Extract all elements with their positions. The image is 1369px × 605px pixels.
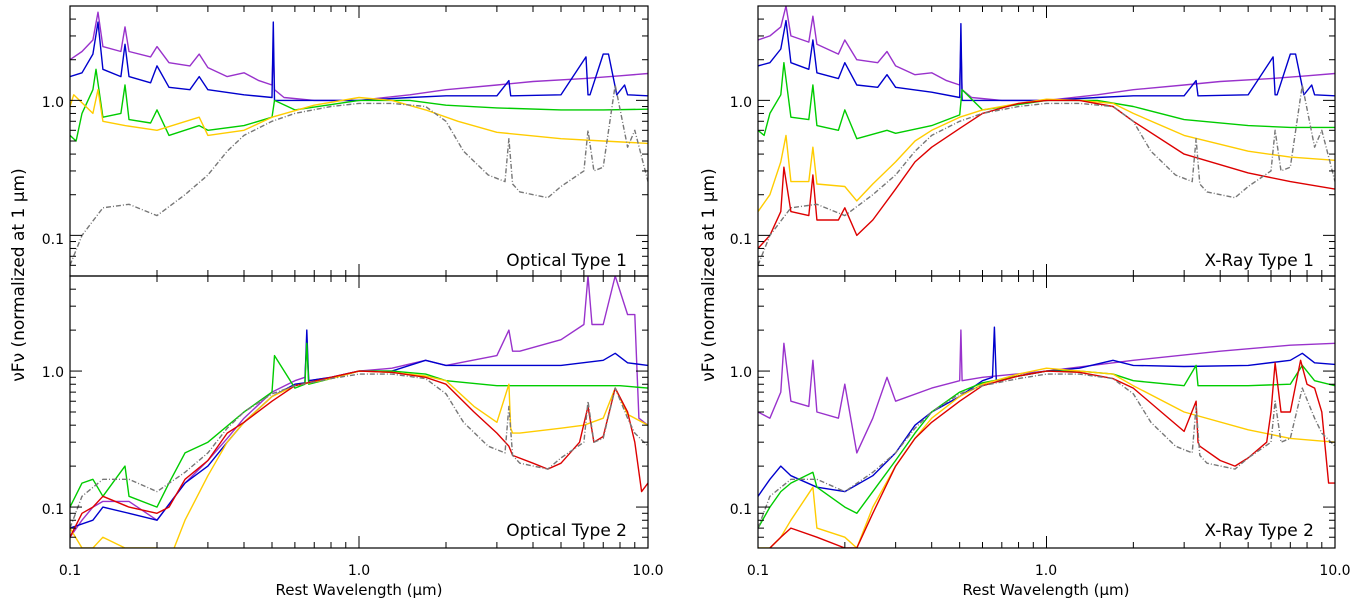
- ylabel-left: νFν (normalized at 1 μm): [9, 168, 29, 381]
- panel: [69, 275, 649, 549]
- x-tick-label: 1.0: [348, 563, 370, 579]
- panel: [69, 5, 649, 277]
- series-line-red: [70, 370, 648, 538]
- series-line-blue: [70, 21, 648, 102]
- series-line-red: [758, 99, 1335, 249]
- x-tick-label: 0.1: [747, 563, 769, 579]
- y-tick-label: 1.0: [730, 365, 752, 381]
- y-tick-label: 1.0: [730, 95, 752, 111]
- series-line-green: [758, 62, 1335, 140]
- series-line-yellow: [758, 367, 1335, 548]
- y-tick-label: 1.0: [42, 365, 64, 381]
- series-line-gray: [70, 373, 648, 529]
- series-line-yellow: [70, 88, 648, 145]
- y-tick-label: 0.1: [730, 502, 752, 518]
- x-tick-label: 10.0: [632, 563, 663, 579]
- y-tick-label: 0.1: [42, 502, 64, 518]
- panel-title: Optical Type 1: [506, 251, 627, 271]
- y-tick-label: 0.1: [730, 232, 752, 248]
- series-line-yellow: [758, 98, 1335, 213]
- series-line-gray: [758, 84, 1335, 266]
- series-line-gray: [70, 84, 648, 266]
- ylabel-right: νFν (normalized at 1 μm): [699, 168, 719, 381]
- panel: [757, 5, 1336, 277]
- xlabel-right: Rest Wavelength (μm): [962, 581, 1129, 599]
- x-tick-label: 1.0: [1035, 563, 1057, 579]
- series-line-green: [758, 364, 1335, 529]
- series-line-blue: [70, 329, 648, 529]
- series-line-green: [70, 68, 648, 142]
- series-line-gray: [758, 373, 1335, 529]
- x-tick-label: 10.0: [1319, 563, 1350, 579]
- series-line-green: [70, 342, 648, 508]
- panel-title: Optical Type 2: [506, 521, 627, 541]
- panel: [757, 275, 1336, 549]
- panel-title: X-Ray Type 2: [1204, 521, 1314, 541]
- y-tick-label: 1.0: [42, 95, 64, 111]
- xlabel-left: Rest Wavelength (μm): [275, 581, 442, 599]
- series-line-blue: [758, 326, 1335, 497]
- series-line-purple: [758, 6, 1335, 102]
- series-line-purple: [70, 11, 648, 102]
- panel-frame: [757, 5, 1336, 277]
- series-line-red: [768, 359, 1335, 548]
- x-tick-label: 0.1: [59, 563, 81, 579]
- panel-title: X-Ray Type 1: [1204, 251, 1314, 271]
- series-line-purple: [758, 329, 1335, 454]
- series-line-blue: [758, 19, 1335, 102]
- y-tick-label: 0.1: [42, 232, 64, 248]
- series-line-purple: [70, 276, 648, 538]
